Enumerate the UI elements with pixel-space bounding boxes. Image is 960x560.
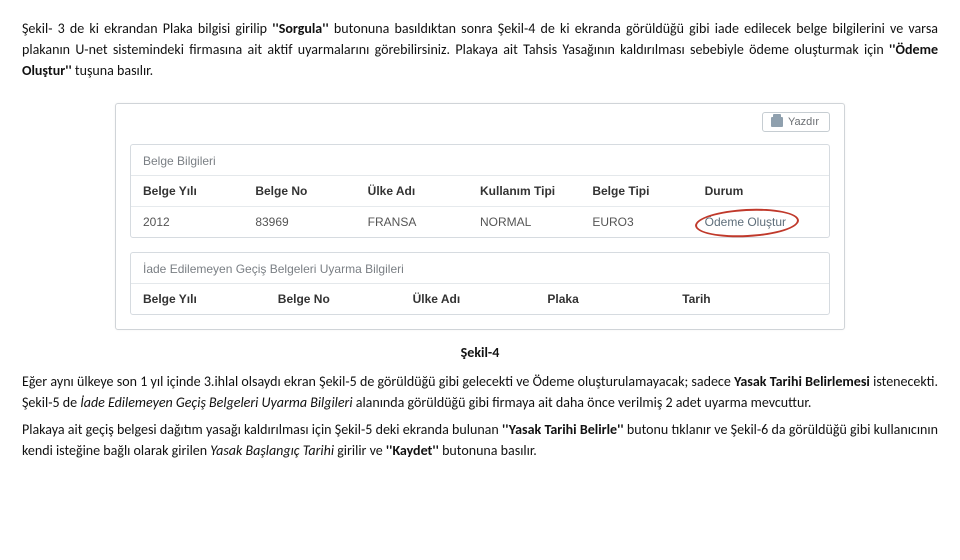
col-header: Tarih	[682, 292, 817, 306]
table-header-row: Belge Yılı Belge No Ülke Adı Plaka Tarih	[131, 284, 829, 314]
col-header: Belge Tipi	[592, 184, 704, 198]
panel-title: İade Edilemeyen Geçiş Belgeleri Uyarma B…	[131, 253, 829, 284]
col-header: Plaka	[547, 292, 682, 306]
col-header: Belge No	[255, 184, 367, 198]
col-header: Ülke Adı	[368, 184, 480, 198]
panel-belge-bilgileri: Belge Bilgileri Belge Yılı Belge No Ülke…	[130, 144, 830, 238]
highlight-circle	[694, 206, 799, 239]
cell: NORMAL	[480, 215, 592, 229]
col-header: Ülke Adı	[413, 292, 548, 306]
paragraph-3: Plakaya ait geçiş belgesi dağıtım yasağı…	[22, 419, 938, 461]
screenshot-figure-4: Yazdır Belge Bilgileri Belge Yılı Belge …	[115, 103, 845, 330]
col-header: Durum	[705, 184, 817, 198]
col-header: Belge No	[278, 292, 413, 306]
cell: 2012	[143, 215, 255, 229]
col-header: Kullanım Tipi	[480, 184, 592, 198]
panel-title: Belge Bilgileri	[131, 145, 829, 176]
cell-durum[interactable]: Ödeme Oluştur	[705, 215, 817, 229]
figure-caption: Şekil-4	[22, 344, 938, 361]
cell: FRANSA	[368, 215, 480, 229]
screenshot-toolbar: Yazdır	[116, 104, 844, 134]
paragraph-2: Eğer aynı ülkeye son 1 yıl içinde 3.ihla…	[22, 371, 938, 413]
printer-icon	[771, 117, 783, 127]
print-button[interactable]: Yazdır	[762, 112, 830, 132]
col-header: Belge Yılı	[143, 292, 278, 306]
cell: 83969	[255, 215, 367, 229]
print-button-label: Yazdır	[788, 116, 819, 128]
table-row: 2012 83969 FRANSA NORMAL EURO3 Ödeme Olu…	[131, 206, 829, 237]
panel-iade-uyarma: İade Edilemeyen Geçiş Belgeleri Uyarma B…	[130, 252, 830, 315]
col-header: Belge Yılı	[143, 184, 255, 198]
cell: EURO3	[592, 215, 704, 229]
table-header-row: Belge Yılı Belge No Ülke Adı Kullanım Ti…	[131, 176, 829, 206]
intro-paragraph: Şekil- 3 de ki ekrandan Plaka bilgisi gi…	[22, 18, 938, 81]
